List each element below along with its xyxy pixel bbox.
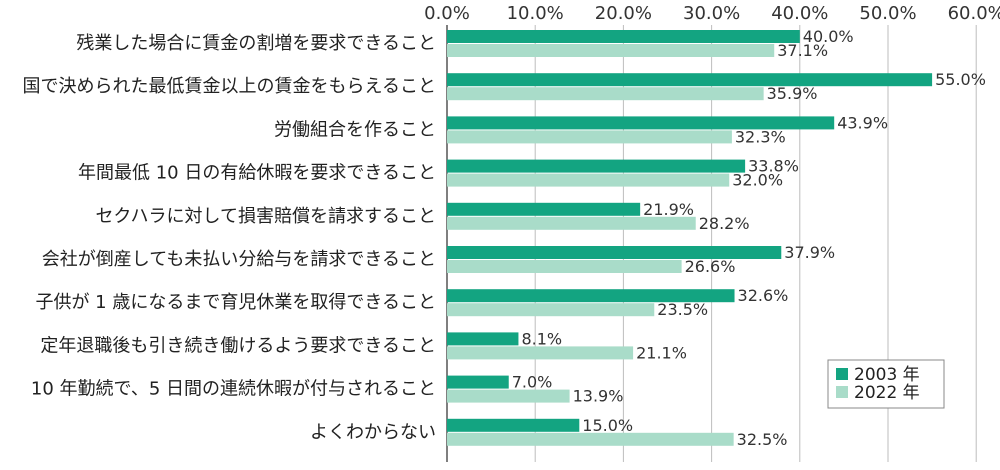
data-label: 40.0% bbox=[803, 27, 854, 46]
category-label: 労働組合を作ること bbox=[274, 119, 436, 140]
data-label: 26.6% bbox=[685, 257, 736, 276]
x-tick-label: 0.0% bbox=[424, 3, 470, 24]
data-label: 55.0% bbox=[935, 70, 986, 89]
bar-series-2 bbox=[447, 346, 634, 360]
data-label: 21.9% bbox=[643, 200, 694, 219]
legend-swatch bbox=[836, 386, 848, 398]
data-label: 13.9% bbox=[573, 387, 624, 406]
data-label: 32.0% bbox=[732, 171, 783, 190]
category-label: よくわからない bbox=[310, 422, 436, 443]
bar-series-1 bbox=[447, 332, 519, 346]
legend-label: 2003 年 bbox=[854, 365, 920, 385]
data-label: 32.6% bbox=[738, 286, 789, 305]
legend-label: 2022 年 bbox=[854, 383, 920, 403]
data-label: 23.5% bbox=[657, 300, 708, 319]
category-label: 定年退職後も引き続き働けるよう要求できること bbox=[40, 335, 436, 356]
category-label: 年間最低 10 日の有給休暇を要求できること bbox=[78, 163, 436, 184]
x-tick-label: 20.0% bbox=[595, 3, 652, 24]
bar-series-1 bbox=[447, 418, 580, 432]
bar-series-1 bbox=[447, 289, 735, 303]
legend-swatch bbox=[836, 368, 848, 380]
data-label: 35.9% bbox=[767, 84, 818, 103]
bar-series-2 bbox=[447, 130, 732, 144]
bar-series-1 bbox=[447, 116, 835, 130]
bar-series-2 bbox=[447, 303, 655, 317]
data-label: 33.8% bbox=[748, 157, 799, 176]
category-label: 国で決められた最低賃金以上の賃金をもらえること bbox=[23, 76, 436, 97]
category-label: セクハラに対して損害賠償を請求すること bbox=[95, 206, 436, 227]
bar-series-1 bbox=[447, 202, 641, 216]
bar-series-2 bbox=[447, 216, 696, 230]
bar-series-1 bbox=[447, 159, 746, 173]
bar-series-1 bbox=[447, 73, 933, 87]
bar-series-2 bbox=[447, 389, 570, 403]
bar-series-2 bbox=[447, 173, 730, 187]
bar-series-2 bbox=[447, 87, 764, 101]
bar-series-1 bbox=[447, 375, 509, 389]
data-label: 28.2% bbox=[699, 214, 750, 233]
data-label: 37.9% bbox=[784, 243, 835, 262]
category-label: 会社が倒産しても未払い分給与を請求できること bbox=[42, 249, 436, 270]
data-label: 15.0% bbox=[582, 416, 633, 435]
data-label: 8.1% bbox=[521, 329, 562, 348]
bar-series-2 bbox=[447, 432, 734, 446]
data-label: 37.1% bbox=[777, 41, 828, 60]
x-tick-label: 60.0% bbox=[948, 3, 1000, 24]
x-tick-label: 50.0% bbox=[859, 3, 916, 24]
x-tick-label: 40.0% bbox=[771, 3, 828, 24]
data-label: 7.0% bbox=[512, 373, 553, 392]
data-label: 32.3% bbox=[735, 127, 786, 146]
category-label: 10 年勤続で、5 日間の連続休暇が付与されること bbox=[31, 379, 436, 400]
bar-series-2 bbox=[447, 44, 775, 57]
data-label: 32.5% bbox=[737, 430, 788, 449]
category-label: 残業した場合に賃金の割増を要求できること bbox=[76, 33, 436, 54]
data-label: 21.1% bbox=[636, 343, 687, 362]
bar-series-1 bbox=[447, 30, 800, 43]
x-tick-label: 10.0% bbox=[507, 3, 564, 24]
x-tick-label: 30.0% bbox=[683, 3, 740, 24]
data-label: 43.9% bbox=[837, 113, 888, 132]
legend-box bbox=[827, 359, 945, 409]
bar-series-2 bbox=[447, 260, 682, 273]
category-label: 子供が 1 歳になるまで育児休業を取得できること bbox=[35, 292, 436, 313]
bar-series-1 bbox=[447, 246, 782, 259]
